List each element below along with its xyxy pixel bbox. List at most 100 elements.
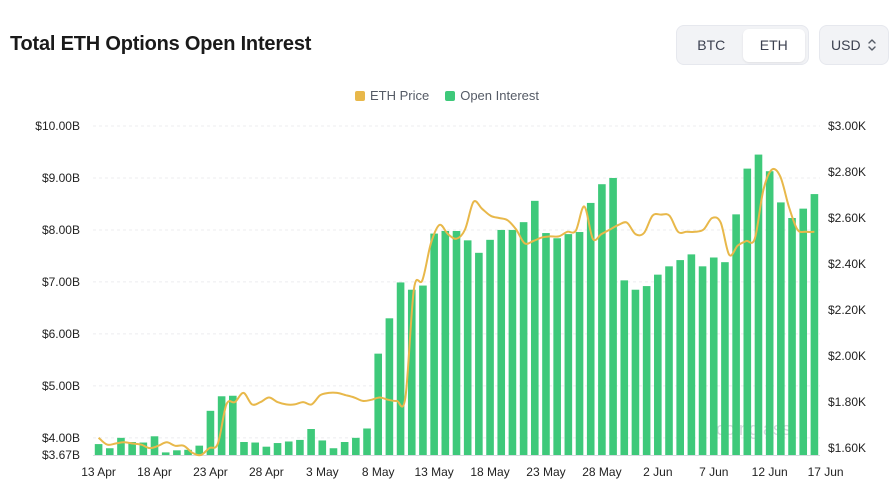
open-interest-bar[interactable] — [788, 217, 796, 455]
right-axis-tick-label: $2.80K — [828, 165, 866, 179]
open-interest-bar[interactable] — [721, 262, 729, 455]
x-axis-tick-label: 23 Apr — [193, 465, 228, 479]
open-interest-bar[interactable] — [676, 260, 684, 455]
open-interest-bar[interactable] — [329, 448, 338, 455]
legend-item-eth-price[interactable]: ETH Price — [354, 88, 430, 103]
right-axis-tick-label: $2.60K — [828, 211, 866, 225]
open-interest-bars — [94, 154, 819, 456]
open-interest-bar[interactable] — [318, 440, 327, 455]
open-interest-bar[interactable] — [128, 442, 136, 455]
open-interest-bar[interactable] — [765, 171, 774, 455]
currency-select-value: USD — [831, 37, 861, 53]
left-axis-tick-label: $4.00B — [42, 431, 80, 445]
open-interest-bar[interactable] — [575, 232, 584, 455]
right-axis-tick-label: $2.20K — [828, 303, 866, 317]
open-interest-bar[interactable] — [340, 442, 349, 455]
left-axis-tick-label: $5.00B — [42, 379, 80, 393]
eth-toggle-button[interactable]: ETH — [742, 28, 805, 62]
open-interest-bar[interactable] — [777, 202, 785, 455]
open-interest-bar[interactable] — [251, 442, 259, 455]
open-interest-bar[interactable] — [206, 410, 215, 455]
left-axis-tick-label: $6.00B — [42, 327, 80, 341]
open-interest-bar[interactable] — [698, 266, 707, 455]
open-interest-bar[interactable] — [419, 285, 427, 455]
legend-swatch-eth-price — [354, 90, 365, 101]
eth-price-line-layer — [97, 167, 815, 457]
open-interest-bar[interactable] — [184, 449, 192, 455]
open-interest-bar[interactable] — [307, 429, 315, 455]
open-interest-bar[interactable] — [665, 266, 673, 455]
left-axis-tick-label: $10.00B — [35, 119, 80, 133]
open-interest-bar[interactable] — [586, 202, 595, 455]
currency-select[interactable]: USD — [819, 25, 889, 65]
open-interest-bar[interactable] — [475, 252, 483, 455]
open-interest-bar[interactable] — [273, 443, 282, 455]
open-interest-bar[interactable] — [709, 257, 718, 455]
x-axis: 13 Apr 18 Apr 23 Apr 28 Apr 3 May 8 May 13 May… — [81, 465, 843, 479]
open-interest-bar[interactable] — [262, 446, 271, 455]
open-interest-bar[interactable] — [508, 229, 517, 455]
x-axis-tick-label: 28 May — [582, 465, 621, 479]
open-interest-bar[interactable] — [564, 234, 573, 455]
open-interest-bar[interactable] — [430, 233, 438, 455]
eth-price-line[interactable] — [97, 167, 815, 457]
open-interest-bar[interactable] — [530, 200, 539, 455]
x-axis-tick-label: 13 May — [414, 465, 453, 479]
open-interest-bar[interactable] — [732, 214, 740, 455]
open-interest-bar[interactable] — [542, 233, 550, 455]
left-axis: $3.67B $4.00B $5.00B $6.00B $7.00B $8.00B $9.0… — [35, 119, 80, 462]
right-axis-tick-label: $2.40K — [828, 257, 866, 271]
open-interest-bar[interactable] — [229, 395, 237, 455]
open-interest-bar[interactable] — [94, 444, 103, 455]
left-axis-tick-label: $3.67B — [42, 448, 80, 462]
open-interest-bar[interactable] — [452, 230, 461, 455]
open-interest-bar[interactable] — [117, 437, 125, 455]
legend-label-eth-price: ETH Price — [369, 88, 430, 103]
open-interest-bar[interactable] — [642, 286, 651, 455]
open-interest-bar[interactable] — [240, 442, 248, 455]
open-interest-bar[interactable] — [296, 439, 304, 455]
left-axis-tick-label: $8.00B — [42, 223, 80, 237]
open-interest-bar[interactable] — [150, 436, 159, 455]
open-interest-bar[interactable] — [743, 168, 752, 456]
open-interest-bar[interactable] — [139, 442, 148, 455]
open-interest-bar[interactable] — [654, 274, 662, 455]
btc-toggle-button[interactable]: BTC — [697, 37, 726, 53]
open-interest-bar[interactable] — [352, 437, 360, 455]
right-axis-tick-label: $3.00K — [828, 119, 866, 133]
chart-legend: ETH Price Open Interest — [0, 88, 894, 103]
open-interest-bar[interactable] — [407, 289, 416, 455]
open-interest-bar[interactable] — [497, 229, 506, 455]
open-interest-bar[interactable] — [385, 318, 394, 455]
open-interest-bar[interactable] — [687, 254, 696, 455]
open-interest-bar[interactable] — [363, 428, 371, 455]
open-interest-bar[interactable] — [463, 240, 472, 455]
open-interest-bar[interactable] — [195, 445, 204, 455]
legend-label-open-interest: Open Interest — [460, 88, 539, 103]
right-axis-tick-label: $1.60K — [828, 441, 866, 455]
open-interest-bar[interactable] — [754, 154, 763, 455]
open-interest-bar[interactable] — [553, 238, 561, 455]
legend-swatch-open-interest — [445, 90, 456, 101]
open-interest-bar[interactable] — [396, 282, 405, 455]
open-interest-bar[interactable] — [810, 194, 819, 455]
open-interest-bar[interactable] — [620, 280, 629, 455]
open-interest-bar[interactable] — [598, 184, 606, 456]
open-interest-bar[interactable] — [609, 177, 617, 455]
open-interest-bar[interactable] — [486, 239, 494, 455]
open-interest-bar[interactable] — [799, 208, 808, 455]
open-interest-bar[interactable] — [631, 289, 640, 455]
open-interest-bar[interactable] — [161, 452, 170, 455]
open-interest-bar[interactable] — [173, 450, 181, 455]
open-interest-bar[interactable] — [284, 441, 293, 455]
open-interest-bar[interactable] — [105, 448, 114, 455]
x-axis-tick-label: 18 Apr — [137, 465, 172, 479]
open-interest-bar[interactable] — [374, 353, 383, 455]
left-axis-tick-label: $9.00B — [42, 171, 80, 185]
legend-item-open-interest[interactable]: Open Interest — [445, 88, 539, 103]
open-interest-bar[interactable] — [441, 230, 450, 455]
x-axis-tick-label: 3 May — [306, 465, 339, 479]
chevron-up-down-icon — [868, 39, 876, 51]
open-interest-bar[interactable] — [519, 222, 528, 455]
